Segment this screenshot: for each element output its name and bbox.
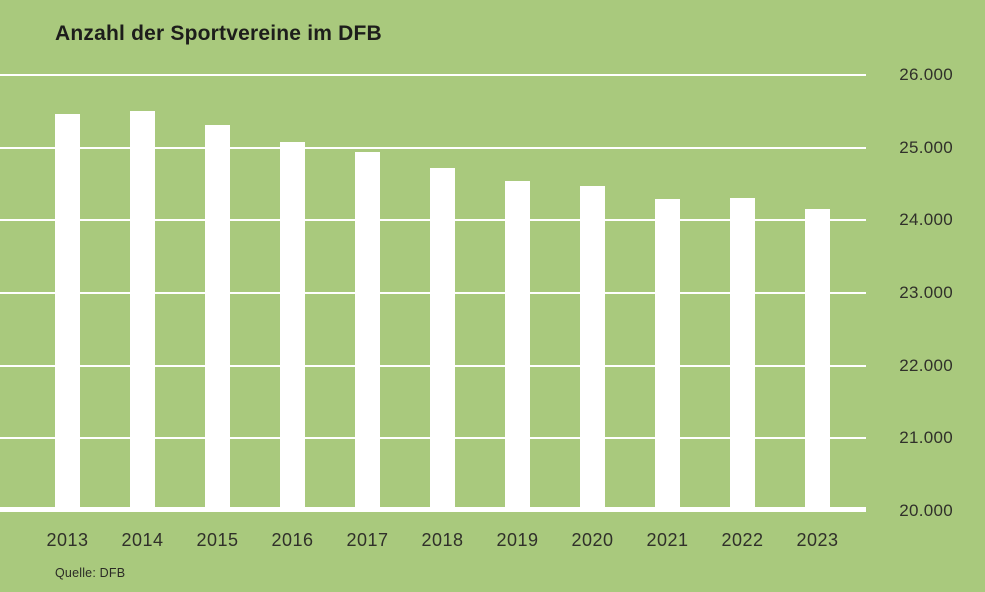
x-tick-label: 2014 — [121, 530, 164, 550]
y-tick-label: 23.000 — [899, 283, 953, 302]
bar-2014 — [130, 110, 155, 512]
bar-2023 — [805, 209, 830, 512]
x-tick-label: 2015 — [196, 530, 239, 550]
bar-2013 — [55, 114, 80, 512]
bar-2017 — [355, 152, 380, 512]
x-tick-label: 2022 — [721, 530, 764, 550]
x-tick-label: 2021 — [646, 530, 689, 550]
bar-2020 — [580, 186, 605, 512]
x-tick-label: 2023 — [796, 530, 839, 550]
x-tick-label: 2017 — [346, 530, 389, 550]
bar-2019 — [505, 181, 530, 512]
x-tick-label: 2016 — [271, 530, 314, 550]
bar-2022 — [730, 197, 755, 512]
source-note: Quelle: DFB — [55, 566, 126, 580]
gridline — [0, 74, 866, 76]
bar-2016 — [280, 141, 305, 512]
y-tick-label: 22.000 — [899, 355, 953, 375]
x-tick-label: 2020 — [571, 530, 614, 550]
y-tick-label: 26.000 — [899, 65, 953, 84]
bar-2021 — [655, 199, 680, 512]
gridline — [0, 146, 866, 149]
bar-2018 — [430, 168, 455, 512]
y-tick-label: 25.000 — [899, 137, 953, 157]
x-tick-label: 2018 — [421, 530, 464, 550]
y-tick-label: 21.000 — [899, 428, 953, 448]
x-tick-label: 2019 — [496, 530, 539, 550]
bar-2015 — [205, 125, 230, 512]
chart-title: Anzahl der Sportvereine im DFB — [55, 22, 382, 45]
y-tick-label: 20.000 — [899, 501, 953, 520]
x-tick-label: 2013 — [46, 530, 89, 550]
y-tick-label: 24.000 — [899, 210, 953, 230]
